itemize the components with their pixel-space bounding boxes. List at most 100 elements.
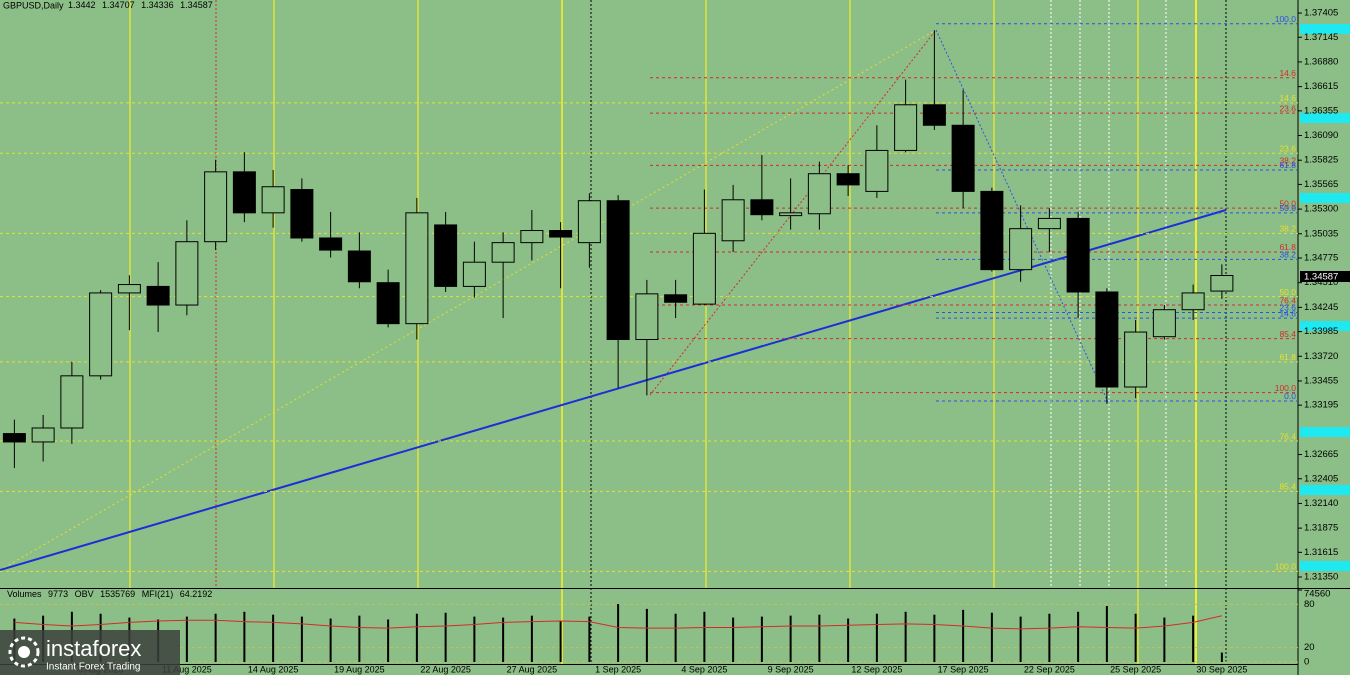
fib-label: 38.2 bbox=[1279, 224, 1296, 234]
alert-marker bbox=[1300, 485, 1350, 495]
fib-label: 100.0 bbox=[1275, 14, 1297, 24]
fib-label: 38.2 bbox=[1279, 156, 1296, 166]
x-tick-label: 17 Sep 2025 bbox=[938, 664, 989, 674]
y-tick-label: 1.35825 bbox=[1304, 155, 1338, 166]
last-price-label: 1.34587 bbox=[1304, 272, 1338, 283]
candle-body bbox=[60, 375, 84, 429]
alert-marker bbox=[1300, 113, 1350, 123]
candle-body bbox=[319, 237, 343, 251]
guide-line bbox=[649, 29, 937, 396]
candle-body bbox=[204, 171, 228, 243]
fib-label: 85.4 bbox=[1279, 329, 1296, 339]
candle-body bbox=[1181, 292, 1205, 311]
candle-body bbox=[462, 261, 486, 287]
fib-label: 23.6 bbox=[1279, 303, 1296, 313]
candle-body bbox=[1066, 217, 1090, 293]
fib-label: 38.2 bbox=[1279, 250, 1296, 260]
fib-label: 0.0 bbox=[1284, 391, 1296, 401]
candle-body bbox=[376, 282, 400, 325]
candle-body bbox=[922, 104, 946, 126]
candle-body bbox=[146, 285, 170, 306]
candle-body bbox=[549, 230, 573, 238]
fib-label: 23.6 bbox=[1279, 143, 1296, 153]
alert-marker bbox=[1300, 321, 1350, 331]
y-tick-label: 1.33985 bbox=[1304, 326, 1338, 337]
candle-body bbox=[405, 212, 429, 325]
y-tick-label: 1.33720 bbox=[1304, 351, 1338, 362]
watermark-brand: instaforex bbox=[46, 636, 141, 661]
candle-body bbox=[635, 293, 659, 340]
candle-body bbox=[232, 171, 256, 214]
fib-label: 50.0 bbox=[1279, 287, 1296, 297]
high-readout: 1.34707 bbox=[102, 0, 135, 10]
y-tick-label: 1.32140 bbox=[1304, 498, 1338, 509]
fib-label: 50.0 bbox=[1279, 203, 1296, 213]
candle-body bbox=[779, 212, 803, 217]
candle-body bbox=[606, 200, 630, 340]
candle-body bbox=[175, 241, 199, 306]
mfi-tick-label: 0 bbox=[1304, 657, 1309, 668]
chart-title: GBPUSD,Daily bbox=[3, 0, 64, 10]
candle-body bbox=[980, 190, 1004, 271]
fib-label: 50.0 bbox=[1279, 198, 1296, 208]
candle-body bbox=[865, 149, 889, 192]
x-tick-label: 27 Aug 2025 bbox=[507, 664, 558, 674]
open-readout: 1.3442 bbox=[68, 0, 96, 10]
candle-body bbox=[951, 124, 975, 192]
y-tick-label: 1.36880 bbox=[1304, 56, 1338, 67]
y-tick-label: 1.32665 bbox=[1304, 449, 1338, 460]
x-tick-label: 30 Sep 2025 bbox=[1196, 664, 1247, 674]
candle-body bbox=[807, 173, 831, 215]
watermark-icon bbox=[8, 636, 40, 668]
y-tick-label: 1.36615 bbox=[1304, 81, 1338, 92]
y-tick-label: 1.37405 bbox=[1304, 8, 1338, 19]
volume-readout: 9773 bbox=[48, 589, 68, 599]
y-tick-label: 1.36355 bbox=[1304, 105, 1338, 116]
candle-body bbox=[721, 199, 745, 242]
y-tick-label: 1.36090 bbox=[1304, 130, 1338, 141]
candle-body bbox=[894, 104, 918, 151]
x-tick-label: 12 Sep 2025 bbox=[851, 664, 902, 674]
ohlc-readout: 1.3442 1.34707 1.34336 1.34587 bbox=[68, 0, 213, 10]
mfi-tick-label: 20 bbox=[1304, 642, 1315, 653]
y-tick-label: 1.31615 bbox=[1304, 547, 1338, 558]
y-tick-label: 1.34510 bbox=[1304, 277, 1338, 288]
watermark-icon bbox=[18, 646, 30, 658]
candle-body bbox=[117, 284, 141, 294]
obv-readout: 1535769 bbox=[100, 589, 135, 599]
fib-label: 100.0 bbox=[1275, 383, 1297, 393]
candle-body bbox=[1152, 309, 1176, 338]
y-tick-label: 1.31875 bbox=[1304, 523, 1338, 534]
y-tick-label: 1.35565 bbox=[1304, 179, 1338, 190]
candle-body bbox=[577, 200, 601, 244]
candle-body bbox=[836, 173, 860, 186]
candle-body bbox=[491, 242, 515, 263]
close-readout: 1.34587 bbox=[180, 0, 213, 10]
y-tick-label: 1.34775 bbox=[1304, 253, 1338, 264]
candle-body bbox=[434, 224, 458, 287]
x-tick-label: 22 Aug 2025 bbox=[420, 664, 471, 674]
candle-body bbox=[1210, 275, 1234, 292]
fib-label: 85.4 bbox=[1279, 482, 1296, 492]
watermark: instaforex Instant Forex Trading bbox=[0, 630, 180, 675]
candle-body bbox=[750, 199, 774, 216]
candles bbox=[2, 30, 1234, 469]
alert-marker bbox=[1300, 561, 1350, 571]
alert-marker bbox=[1300, 427, 1350, 437]
y-tick-label: 1.32405 bbox=[1304, 473, 1338, 484]
last-price-box bbox=[1300, 271, 1350, 282]
candle-body bbox=[89, 292, 113, 377]
fib-label: 100.0 bbox=[1275, 562, 1297, 572]
x-tick-label: 4 Sep 2025 bbox=[681, 664, 727, 674]
candle-body bbox=[1009, 228, 1033, 271]
candle-body bbox=[31, 427, 55, 443]
mfi-readout: 64.2192 bbox=[180, 589, 213, 599]
low-readout: 1.34336 bbox=[141, 0, 174, 10]
watermark-box bbox=[0, 630, 180, 675]
fib-label: 14.6 bbox=[1279, 68, 1296, 78]
candle-body bbox=[2, 433, 26, 443]
